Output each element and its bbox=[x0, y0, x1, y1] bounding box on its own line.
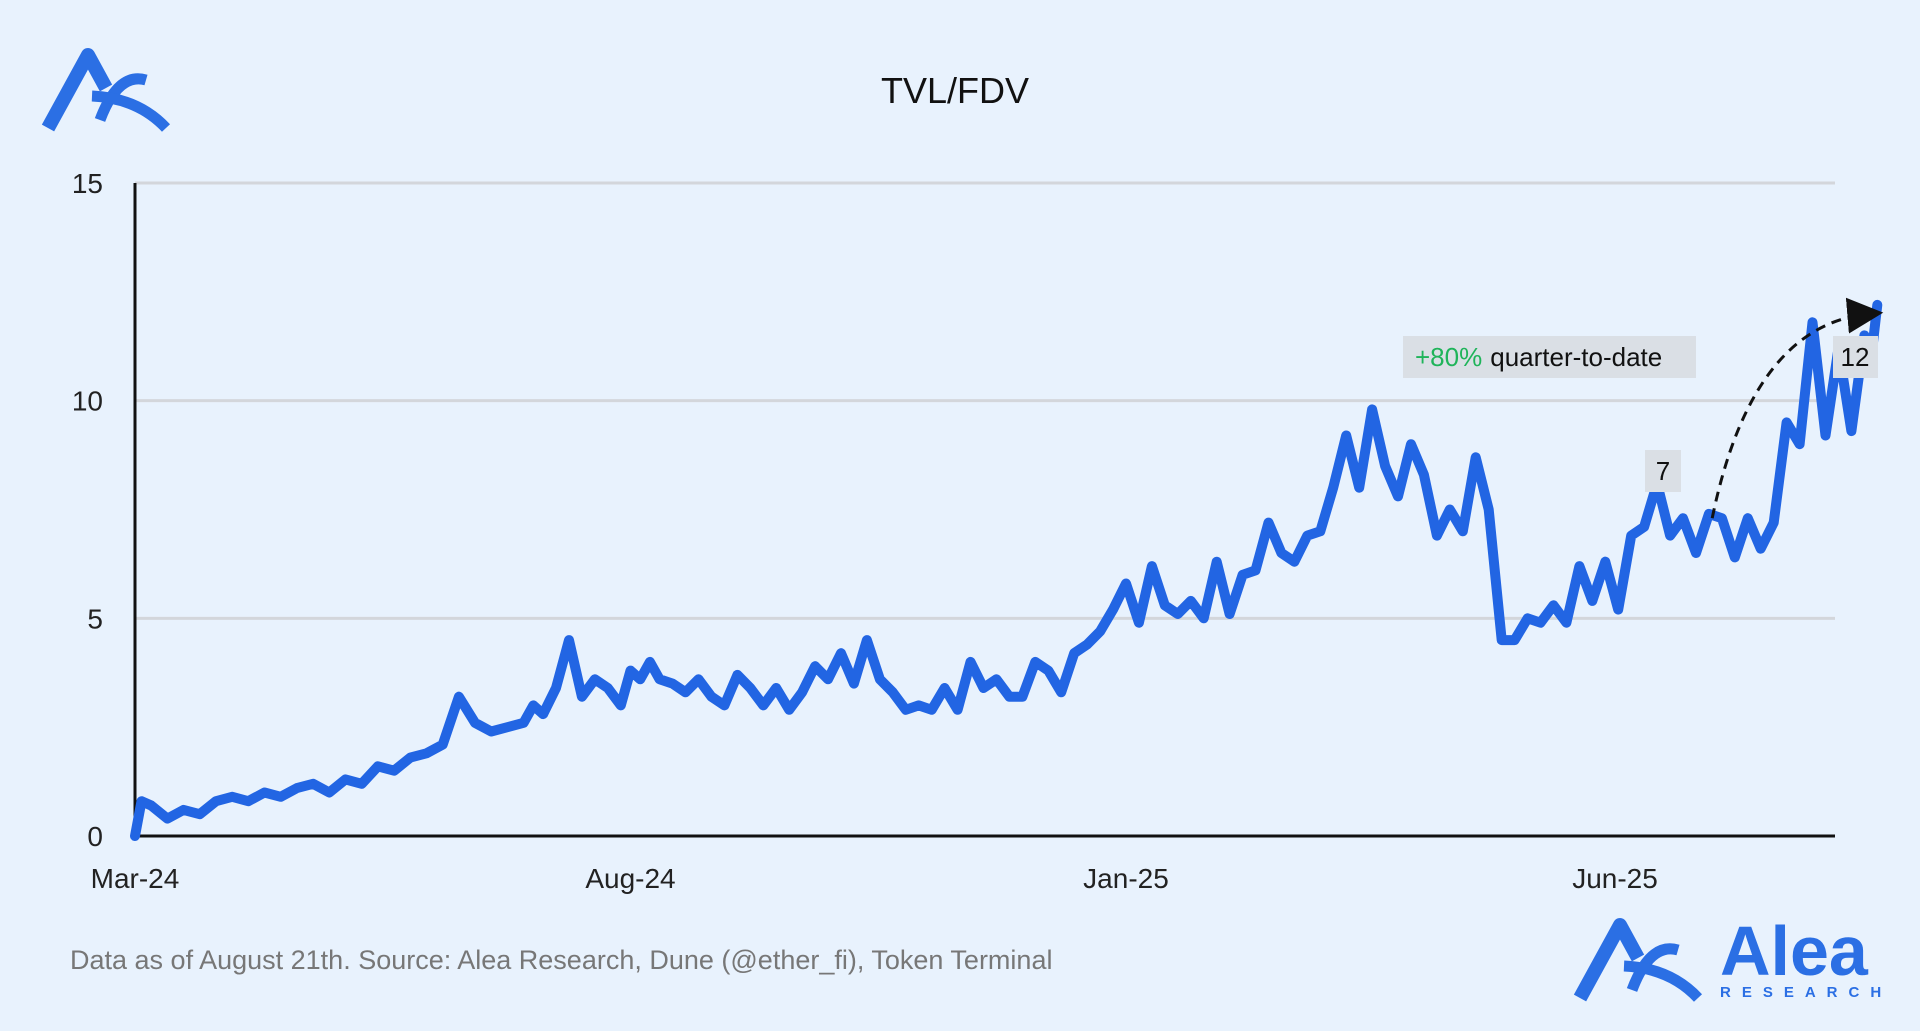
x-axis-ticks: Mar-24 Aug-24 Jan-25 Jun-25 bbox=[91, 863, 1658, 894]
y-tick-label: 0 bbox=[87, 821, 103, 852]
y-tick-label: 5 bbox=[87, 603, 103, 634]
brand-name: Alea bbox=[1720, 912, 1869, 990]
alea-logo-icon-top bbox=[41, 48, 171, 132]
x-tick-label: Aug-24 bbox=[585, 863, 675, 894]
annotation-change-pct: +80% bbox=[1415, 342, 1482, 372]
annotation-change-box: +80% quarter-to-date bbox=[1403, 336, 1696, 378]
chart-title: TVL/FDV bbox=[881, 70, 1029, 111]
y-axis-ticks: 0 5 10 15 bbox=[72, 168, 103, 852]
x-tick-label: Mar-24 bbox=[91, 863, 180, 894]
annotation-arrow bbox=[1710, 297, 1884, 519]
annotation-change-text: quarter-to-date bbox=[1490, 342, 1662, 372]
y-tick-label: 15 bbox=[72, 168, 103, 199]
annotation-end-box: 12 bbox=[1833, 336, 1878, 378]
source-note: Data as of August 21th. Source: Alea Res… bbox=[70, 945, 1052, 975]
series-line bbox=[130, 299, 1883, 841]
y-tick-label: 10 bbox=[72, 386, 103, 417]
annotation-start-label: 7 bbox=[1656, 456, 1670, 486]
x-tick-label: Jan-25 bbox=[1083, 863, 1169, 894]
annotation-end-label: 12 bbox=[1841, 342, 1870, 372]
alea-logo-icon-bottom bbox=[1573, 918, 1703, 1002]
grid-lines bbox=[135, 181, 1835, 620]
brand-sub: RESEARCH bbox=[1720, 984, 1892, 1001]
svg-text:+80%quarter-to-date: +80% quarter-to-date bbox=[1415, 342, 1662, 372]
alea-brand: Alea RESEARCH bbox=[1573, 912, 1892, 1002]
x-tick-label: Jun-25 bbox=[1572, 863, 1658, 894]
annotation-start-box: 7 bbox=[1645, 450, 1681, 492]
